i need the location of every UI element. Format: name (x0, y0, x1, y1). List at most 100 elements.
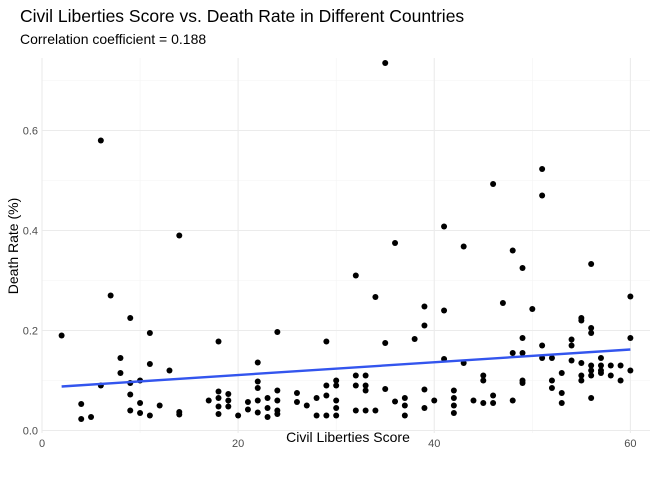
data-point (244, 399, 251, 405)
data-point (480, 372, 487, 379)
data-point (58, 332, 65, 339)
data-point (225, 397, 232, 404)
data-point (215, 388, 222, 395)
data-point (558, 390, 565, 396)
points-layer (58, 60, 634, 422)
data-point (529, 306, 536, 312)
data-point (146, 361, 153, 367)
data-point (274, 411, 281, 417)
data-point (421, 303, 428, 310)
data-point (578, 372, 585, 379)
data-point (539, 192, 546, 199)
data-point (607, 372, 614, 379)
data-point (362, 372, 369, 379)
data-point (215, 403, 222, 410)
data-point (117, 355, 124, 361)
data-point (490, 181, 497, 187)
data-point (450, 395, 457, 401)
data-point (421, 405, 428, 411)
data-point (588, 362, 595, 369)
data-point (97, 137, 104, 144)
data-point (352, 272, 359, 279)
data-point (78, 416, 85, 422)
data-point (431, 397, 438, 404)
data-point (323, 412, 330, 419)
data-point (333, 382, 340, 389)
data-point (372, 407, 379, 414)
data-point (392, 398, 399, 405)
data-point (519, 335, 526, 341)
data-point (264, 414, 271, 420)
data-point (362, 407, 369, 414)
data-point (401, 395, 408, 401)
data-point (597, 370, 604, 376)
x-tick-label: 20 (232, 438, 244, 450)
data-point (254, 409, 261, 416)
data-point (274, 387, 281, 394)
data-point (313, 395, 320, 401)
data-point (519, 380, 526, 386)
data-point (597, 355, 604, 361)
y-tick-label: 0.2 (23, 326, 38, 338)
data-point (156, 402, 163, 409)
chart-subtitle: Correlation coefficient = 0.188 (20, 31, 206, 47)
data-point (509, 397, 516, 404)
data-point (588, 330, 595, 336)
data-point (519, 265, 526, 271)
y-tick-label: 0.6 (23, 126, 38, 138)
data-point (244, 406, 251, 413)
data-point (539, 166, 546, 172)
data-point (205, 397, 212, 404)
data-point (578, 377, 585, 384)
data-point (146, 412, 153, 419)
data-point (333, 397, 340, 404)
data-point (352, 382, 359, 389)
data-point (509, 350, 516, 356)
data-point (411, 336, 418, 342)
data-point (127, 391, 134, 398)
data-point (323, 382, 330, 389)
data-point (362, 387, 369, 394)
data-point (441, 223, 448, 230)
data-point (323, 338, 330, 345)
data-point (548, 377, 555, 384)
data-point (264, 395, 271, 401)
data-point (215, 395, 222, 401)
data-point (333, 377, 340, 384)
x-axis-ticks: 0 20 40 60 (39, 438, 637, 450)
data-point (627, 293, 634, 300)
data-point (382, 386, 389, 392)
data-point (127, 407, 134, 414)
data-point (137, 400, 144, 406)
data-point (568, 336, 575, 343)
data-point (509, 247, 516, 254)
data-point (352, 407, 359, 414)
data-point (215, 338, 222, 345)
data-point (166, 367, 173, 374)
data-point (88, 414, 95, 420)
data-point (470, 397, 477, 404)
trend-line-layer (61, 348, 631, 388)
data-point (264, 405, 271, 411)
data-point (274, 329, 281, 335)
data-point (274, 397, 281, 404)
data-point (146, 330, 153, 336)
x-tick-label: 0 (39, 438, 45, 450)
data-point (176, 232, 183, 239)
grid (41, 58, 650, 433)
data-point (627, 367, 634, 374)
x-tick-label: 40 (428, 438, 440, 450)
data-point (499, 300, 506, 306)
data-point (401, 412, 408, 419)
data-point (539, 342, 546, 349)
data-point (480, 377, 487, 384)
data-point (558, 370, 565, 376)
data-point (293, 390, 300, 396)
data-point (293, 399, 300, 405)
data-point (597, 362, 604, 369)
data-point (548, 385, 555, 391)
data-point (450, 387, 457, 394)
data-point (107, 292, 114, 299)
data-point (333, 412, 340, 419)
